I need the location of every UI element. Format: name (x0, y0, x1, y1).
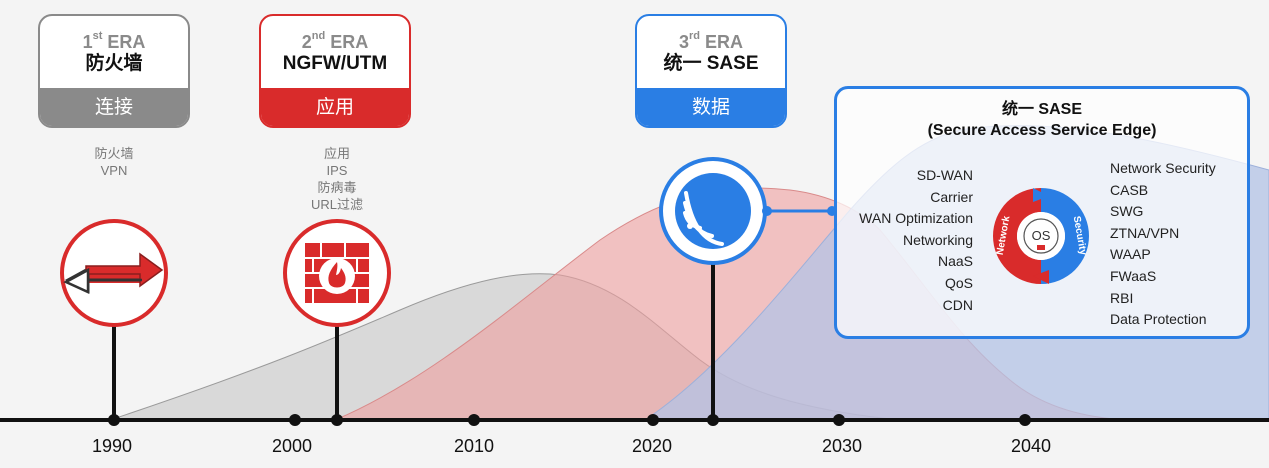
year-tick (289, 414, 301, 426)
feature-item: IPS (326, 163, 348, 178)
feature-item: 应用 (323, 146, 350, 161)
era1-features: 防火墙 VPN (64, 145, 164, 179)
year-label: 1990 (91, 436, 133, 456)
era2-features: 应用 IPS 防病毒 URL过滤 (287, 145, 387, 213)
year-tick (468, 414, 480, 426)
era1-card: 1st ERA 防火墙 连接 (38, 14, 190, 128)
year-tick (647, 414, 659, 426)
security-item: RBI (1110, 289, 1134, 306)
year-label: 2000 (271, 436, 313, 456)
security-item: FWaaS (1110, 267, 1157, 284)
era2-card: 2nd ERA NGFW/UTM 应用 (259, 14, 411, 128)
security-capabilities-list: Network Security CASB SWG ZTNA/VPN WAAP … (1110, 158, 1216, 331)
core-label: OS (1032, 228, 1051, 243)
sase-connector-dot (762, 206, 772, 216)
network-capabilities-list: SD-WAN Carrier WAN Optimization Networki… (859, 165, 973, 316)
network-item: QoS (944, 274, 973, 291)
era1-name: 防火墙 (85, 53, 143, 74)
era2-number: 2nd ERA (301, 30, 369, 52)
era3-card: 3rd ERA 统一 SASE 数据 (635, 14, 787, 128)
era3-number: 3rd ERA (678, 30, 744, 52)
year-tick (1019, 414, 1031, 426)
network-item: SD-WAN (916, 167, 973, 183)
year-label: 2040 (1010, 436, 1052, 456)
feature-item: 防火墙 (94, 146, 134, 161)
security-item: SWG (1110, 203, 1144, 220)
security-item: Data Protection (1110, 311, 1207, 328)
year-label: 2030 (821, 436, 863, 456)
network-item: WAN Optimization (859, 210, 973, 227)
bidirectional-arrow-icon (60, 219, 168, 327)
feature-item: URL过滤 (310, 197, 363, 212)
security-item: ZTNA/VPN (1110, 224, 1180, 241)
year-label: 2020 (631, 436, 673, 456)
firewall-flame-icon (283, 219, 391, 327)
feature-item: 防病毒 (317, 180, 357, 195)
feature-item: VPN (100, 163, 128, 178)
year-tick (833, 414, 845, 426)
sase-title: 统一 SASE (Secure Access Service Edge) (837, 99, 1247, 141)
era2-name: NGFW/UTM (282, 53, 388, 74)
era2-focus: 应用 (261, 88, 409, 126)
network-item: Networking (902, 231, 973, 248)
security-item: CASB (1110, 181, 1149, 198)
network-item: Carrier (930, 188, 973, 205)
network-item: CDN (942, 296, 973, 313)
year-label: 2010 (453, 436, 495, 456)
era3-focus: 数据 (637, 88, 785, 126)
sase-title-line2: (Secure Access Service Edge) (927, 122, 1157, 139)
era3-name: 统一 SASE (663, 53, 759, 74)
era1-number: 1st ERA (82, 30, 146, 52)
security-item: WAAP (1110, 246, 1151, 263)
sase-panel: 统一 SASE (Secure Access Service Edge) SD-… (834, 86, 1250, 339)
security-item: Network Security (1110, 160, 1216, 176)
signal-waves-icon (659, 157, 767, 265)
network-item: NaaS (937, 253, 973, 270)
sase-title-line1: 统一 SASE (1001, 101, 1083, 118)
network-security-ring-icon: OS Network Security (993, 188, 1089, 284)
era1-focus: 连接 (40, 88, 188, 126)
